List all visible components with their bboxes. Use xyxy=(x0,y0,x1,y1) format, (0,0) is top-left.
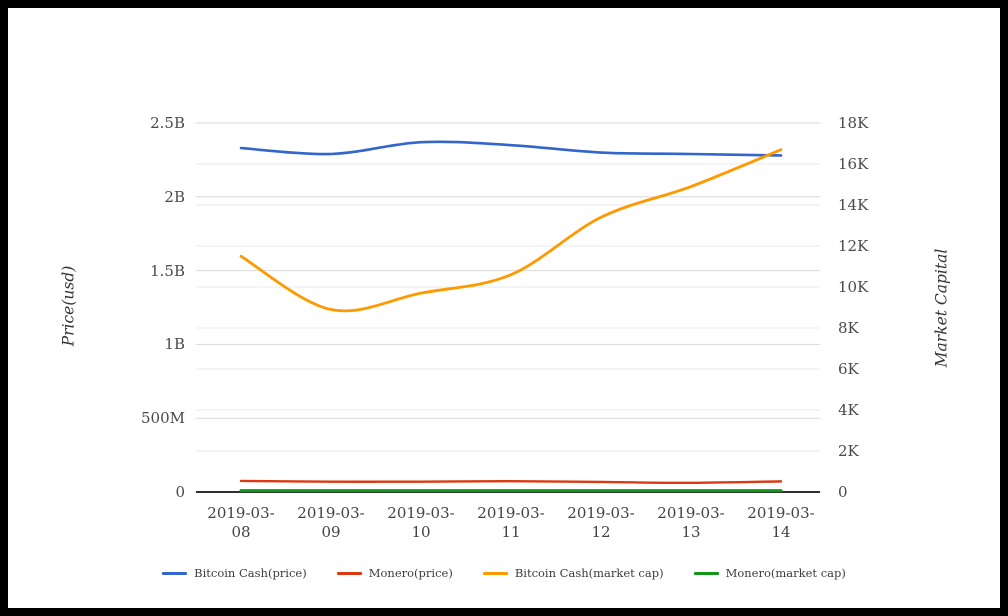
legend-label: Bitcoin Cash(price) xyxy=(194,566,307,580)
x-axis-tick-label: 2019-03- 08 xyxy=(196,504,286,542)
legend-item-monero-price[interactable]: Monero(price) xyxy=(336,566,453,580)
x-axis-tick-label: 2019-03- 10 xyxy=(376,504,466,542)
right-axis-tick-label: 6K xyxy=(838,360,859,378)
series-line-bitcoin-cash-market-cap xyxy=(239,148,783,313)
right-axis-tick-label: 14K xyxy=(838,196,869,214)
left-axis-tick-label: 0 xyxy=(175,483,185,501)
legend-swatch xyxy=(693,571,719,575)
x-label-line1: 2019-03- xyxy=(477,504,545,522)
left-axis-title-text: Price(usd) xyxy=(58,265,77,347)
x-label-line2: 14 xyxy=(771,523,791,541)
legend-swatch xyxy=(162,571,188,575)
right-axis-tick-label: 10K xyxy=(838,278,869,296)
legend-item-bitcoin-cash-market-cap[interactable]: Bitcoin Cash(market cap) xyxy=(482,566,664,580)
legend-label: Monero(market cap) xyxy=(725,566,846,580)
chart-area: 0 500M 1B 1.5B 2B 2.5B 0 2K 4K 6K 8K 10K 12K 14K 16K 1… xyxy=(8,8,1000,608)
right-axis-tick-label: 8K xyxy=(838,319,859,337)
right-axis-tick-label: 2K xyxy=(838,442,859,460)
left-axis-tick-label: 2.5B xyxy=(150,114,185,132)
x-label-line2: 10 xyxy=(411,523,431,541)
legend-item-bitcoin-cash-price[interactable]: Bitcoin Cash(price) xyxy=(162,566,307,580)
x-axis-tick-label: 2019-03- 09 xyxy=(286,504,376,542)
left-axis-tick-label: 500M xyxy=(141,409,185,428)
left-axis-tick-label: 1.5B xyxy=(150,261,185,280)
series-line-monero-price xyxy=(239,479,783,485)
x-axis-tick-label: 2019-03- 13 xyxy=(646,504,736,542)
legend-label: Monero(price) xyxy=(368,566,453,580)
x-axis-tick-label: 2019-03- 12 xyxy=(556,504,646,542)
left-axis-tick-label: 1B xyxy=(164,335,185,354)
right-axis-title: Market Capital xyxy=(889,223,993,393)
legend-label: Bitcoin Cash(market cap) xyxy=(514,566,664,580)
right-axis-tick-label: 12K xyxy=(838,237,869,255)
x-label-line1: 2019-03- xyxy=(387,504,455,522)
right-axis-tick-label: 16K xyxy=(838,155,869,173)
series-line-bitcoin-cash-price xyxy=(239,140,783,157)
x-axis-tick-label: 2019-03- 14 xyxy=(736,504,826,542)
x-label-line1: 2019-03- xyxy=(747,504,815,522)
x-label-line1: 2019-03- xyxy=(657,504,725,522)
right-axis-tick-label: 18K xyxy=(838,114,869,132)
chart-legend: Bitcoin Cash(price) Monero(price) Bitcoin … xyxy=(8,566,1000,580)
line-chart-canvas xyxy=(196,122,820,493)
legend-item-monero-market-cap[interactable]: Monero(market cap) xyxy=(693,566,846,580)
left-axis-tick-label: 2B xyxy=(164,187,185,206)
x-label-line1: 2019-03- xyxy=(567,504,635,522)
right-axis-tick-label: 0 xyxy=(838,483,848,501)
x-label-line2: 12 xyxy=(591,523,611,541)
x-axis-tick-label: 2019-03- 11 xyxy=(466,504,556,542)
legend-swatch xyxy=(336,571,362,575)
right-axis-title-text: Market Capital xyxy=(932,248,950,368)
x-label-line2: 13 xyxy=(681,523,701,541)
x-label-line2: 08 xyxy=(231,523,251,541)
right-axis-tick-label: 4K xyxy=(838,401,859,419)
left-axis-title: Price(usd) xyxy=(16,223,120,389)
x-label-line2: 11 xyxy=(501,523,521,541)
x-label-line1: 2019-03- xyxy=(207,504,275,522)
x-label-line1: 2019-03- xyxy=(297,504,365,522)
x-label-line2: 09 xyxy=(321,523,341,541)
legend-swatch xyxy=(482,571,508,575)
